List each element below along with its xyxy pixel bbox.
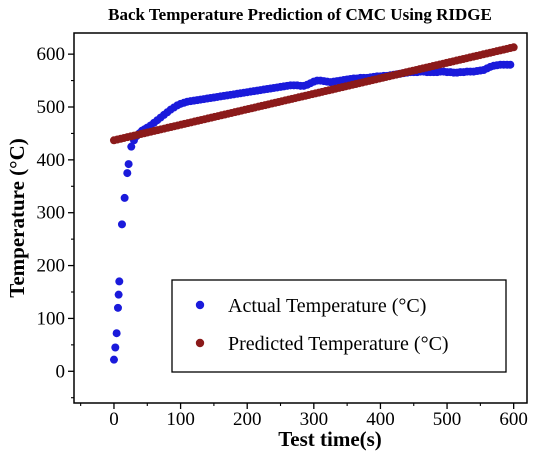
legend-marker-predicted <box>195 338 205 348</box>
data-point <box>127 142 136 151</box>
y-tick-label: 400 <box>37 150 66 171</box>
data-point <box>120 193 129 202</box>
legend: Actual Temperature (°C) Predicted Temper… <box>171 279 507 373</box>
y-tick-label: 100 <box>37 308 66 329</box>
data-point <box>506 60 515 69</box>
data-series <box>109 43 518 364</box>
x-tick-label: 0 <box>109 409 119 430</box>
data-point <box>109 355 118 364</box>
data-point <box>115 277 124 286</box>
x-axis: 0 100 200 300 400 500 600 <box>80 403 528 430</box>
legend-label-predicted: Predicted Temperature (°C) <box>228 333 449 355</box>
x-tick-label: 400 <box>366 409 395 430</box>
y-tick-label: 0 <box>56 361 66 382</box>
x-tick-label: 300 <box>300 409 329 430</box>
data-point <box>117 220 126 229</box>
y-tick-label: 500 <box>37 97 66 118</box>
y-axis-label: Temperature (°C) <box>5 138 29 297</box>
data-point <box>112 329 121 338</box>
legend-label-actual: Actual Temperature (°C) <box>228 295 426 317</box>
data-point <box>111 343 120 352</box>
plot-frame <box>73 32 528 404</box>
data-point <box>114 290 123 299</box>
y-tick-label: 600 <box>37 44 66 65</box>
x-tick-label: 500 <box>433 409 462 430</box>
data-point <box>509 43 518 52</box>
x-tick-label: 100 <box>166 409 195 430</box>
data-point <box>123 169 132 178</box>
legend-marker-actual <box>195 300 205 310</box>
x-tick-label: 600 <box>499 409 528 430</box>
legend-box <box>171 279 507 373</box>
y-axis: 0 100 200 300 400 500 600 <box>37 44 74 399</box>
x-tick-label: 200 <box>233 409 262 430</box>
chart-title: Back Temperature Prediction of CMC Using… <box>108 5 492 24</box>
data-point <box>124 160 133 169</box>
data-point <box>113 303 122 312</box>
y-tick-label: 300 <box>37 203 66 224</box>
series-1 <box>109 43 518 145</box>
y-tick-label: 200 <box>37 256 66 277</box>
x-axis-label: Test time(s) <box>278 427 382 451</box>
